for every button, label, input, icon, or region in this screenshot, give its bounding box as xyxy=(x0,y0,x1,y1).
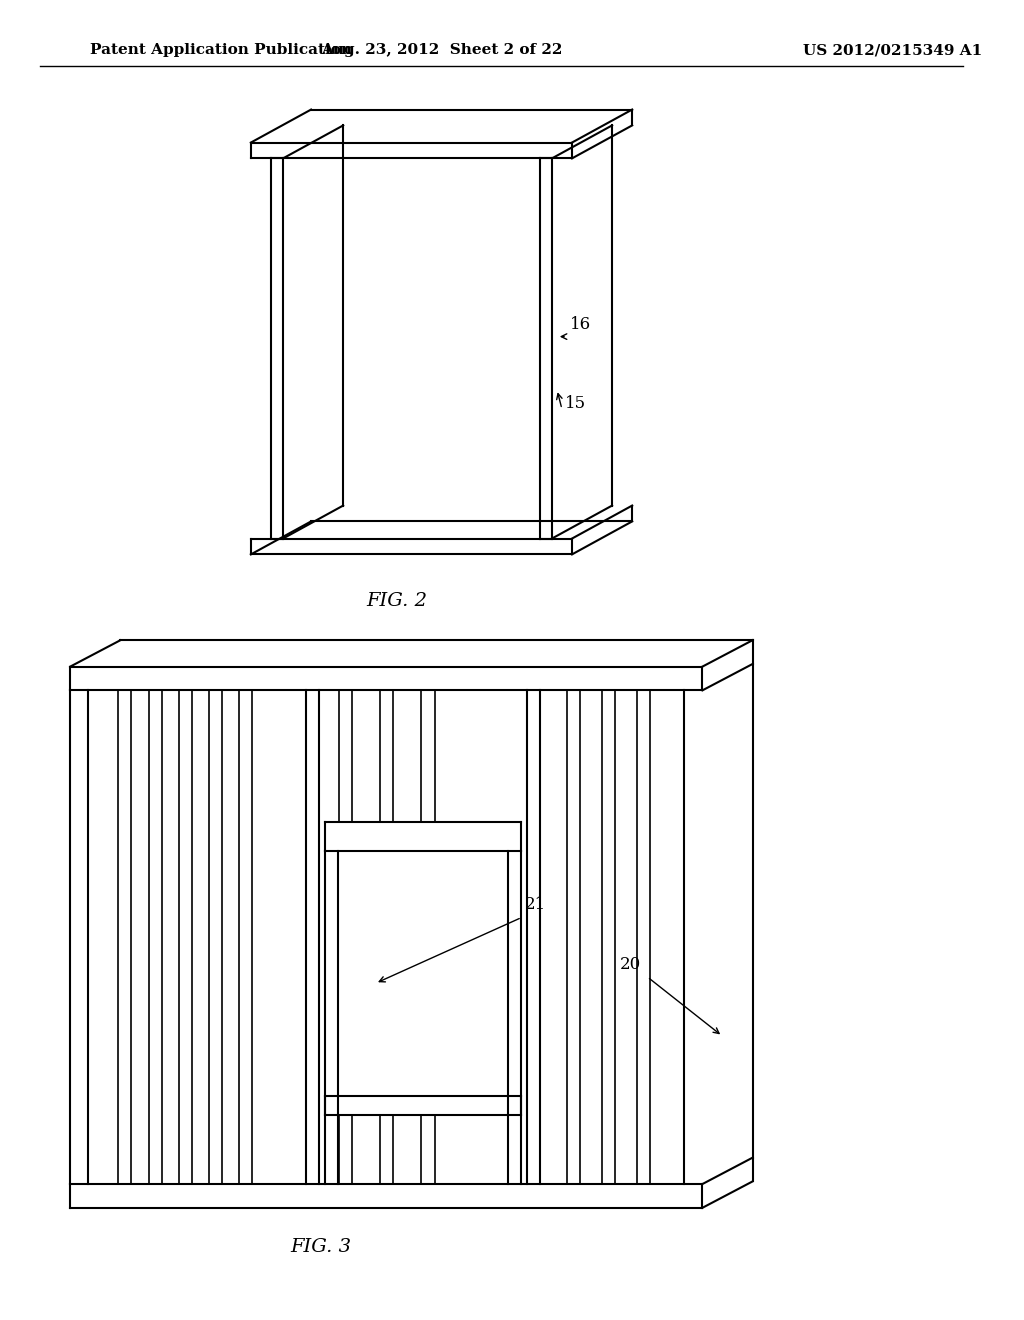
Text: 20: 20 xyxy=(621,956,641,973)
Text: FIG. 2: FIG. 2 xyxy=(366,591,427,610)
Text: 15: 15 xyxy=(565,395,586,412)
Text: Aug. 23, 2012  Sheet 2 of 22: Aug. 23, 2012 Sheet 2 of 22 xyxy=(321,44,562,57)
Text: 21: 21 xyxy=(525,896,546,913)
Text: Patent Application Publication: Patent Application Publication xyxy=(90,44,352,57)
Text: FIG. 3: FIG. 3 xyxy=(291,1238,351,1257)
Text: 16: 16 xyxy=(570,315,591,333)
Text: US 2012/0215349 A1: US 2012/0215349 A1 xyxy=(803,44,982,57)
